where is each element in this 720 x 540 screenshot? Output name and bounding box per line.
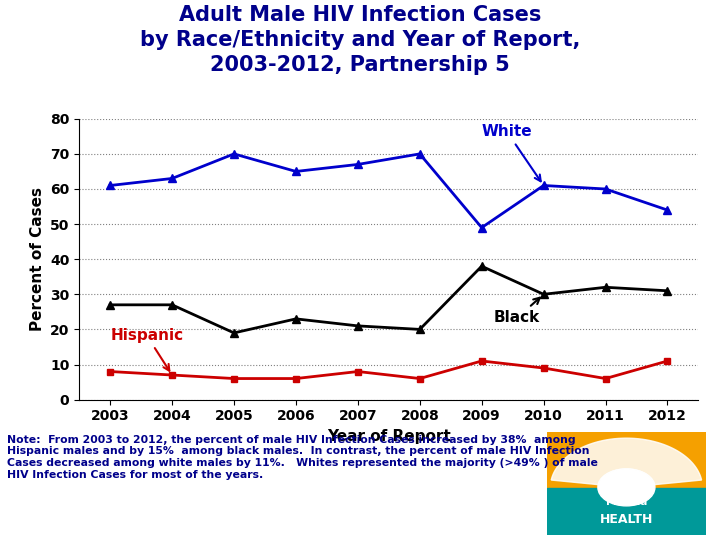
Text: Black: Black [494,298,540,326]
Text: HEALTH: HEALTH [600,512,653,526]
Text: Adult Male HIV Infection Cases
by Race/Ethnicity and Year of Report,
2003-2012, : Adult Male HIV Infection Cases by Race/E… [140,5,580,75]
Bar [547,432,706,488]
Text: Hispanic: Hispanic [110,328,184,371]
Text: Note:  From 2003 to 2012, the percent of male HIV Infection Cases increased by 3: Note: From 2003 to 2012, the percent of … [7,435,598,480]
Text: White: White [482,124,541,181]
X-axis label: Year of Report: Year of Report [327,429,451,444]
Bar [547,488,706,535]
Y-axis label: Percent of Cases: Percent of Cases [30,187,45,331]
Text: Florida: Florida [606,497,647,507]
Circle shape [598,469,655,506]
Polygon shape [552,438,701,484]
